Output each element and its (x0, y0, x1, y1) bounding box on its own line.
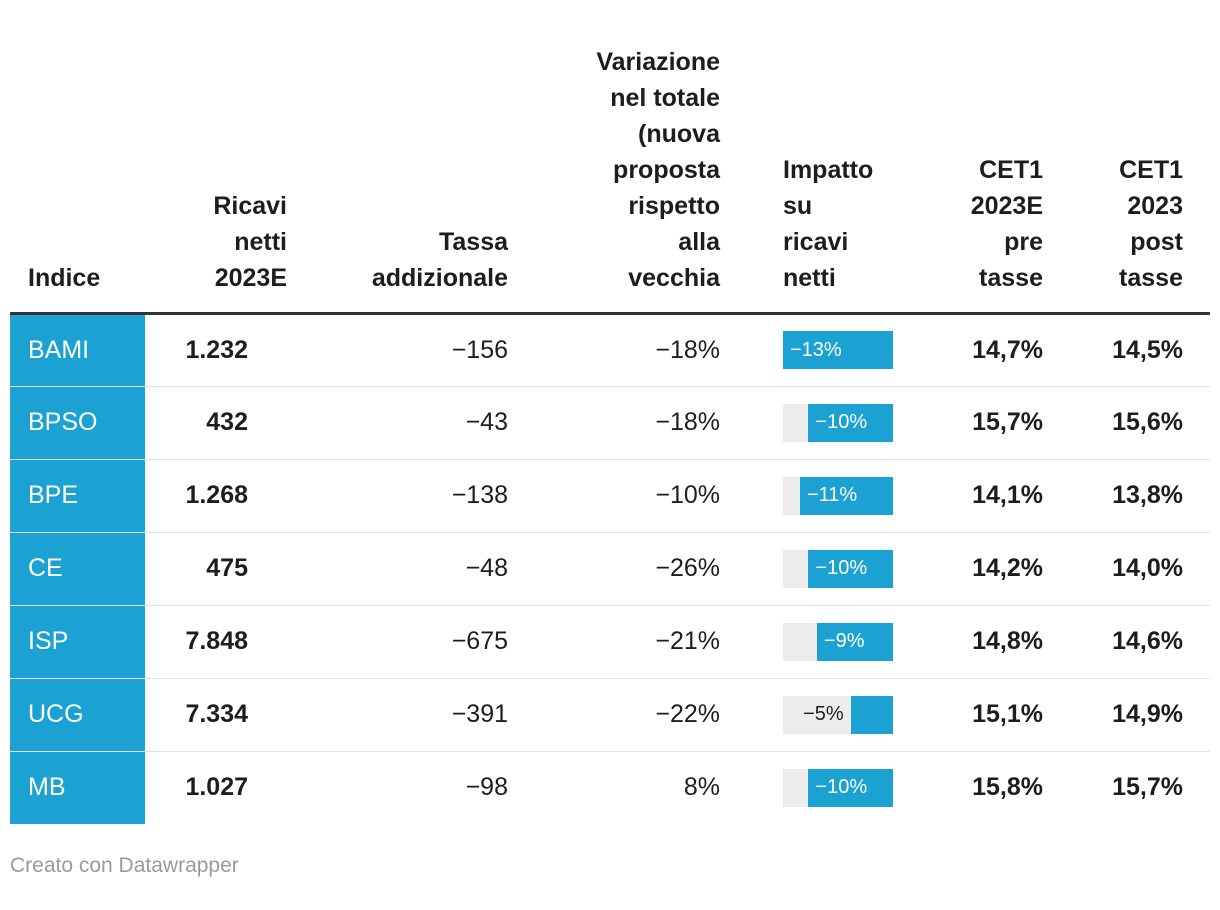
cell-var: −18% (510, 313, 722, 387)
bar-track: −11% (783, 476, 893, 515)
cell-post: 13,8% (1045, 459, 1210, 533)
bar-track: −5% (783, 695, 893, 734)
bar-value-label: −10% (815, 557, 868, 579)
cell-var: −18% (510, 386, 722, 460)
bar-fill (850, 695, 893, 734)
cell-post: 14,9% (1045, 678, 1210, 752)
bar-value-label: −10% (815, 776, 868, 799)
cell-var: −10% (510, 459, 722, 533)
cell-indice: BPSO (10, 386, 145, 460)
cell-pre: 15,8% (972, 773, 1043, 802)
bar-track: −13% (783, 331, 893, 369)
bar-fill: −9% (816, 622, 893, 661)
data-table: Indice Ricavi netti 2023E Tassa addizional… (10, 10, 1210, 824)
cell-tassa: −391 (287, 678, 510, 752)
impact-bar-cell: −11% (722, 459, 900, 533)
bar-fill: −11% (799, 476, 893, 515)
cell-pre: 14,2% (900, 532, 1045, 606)
cell-tassa: −156 (287, 313, 510, 387)
cell-post: 14,5% (1045, 313, 1210, 387)
bar-value-label: −9% (823, 630, 865, 652)
column-header-indice: Indice (10, 10, 145, 315)
datawrapper-credit: Creato con Datawrapper (10, 854, 239, 877)
bar-fill: −10% (808, 403, 893, 442)
table-row: BPE 1.268 −138 −10% −11% 14,1% 13,8% (10, 459, 1210, 533)
cell-pre: 14,8% (900, 605, 1045, 679)
table-row: ISP 7.848 −675 −21% −9% 14,8% 14,6% (10, 605, 1210, 679)
column-header-pre: CET1 2023E pre tasse (900, 10, 1045, 315)
cell-post: 15,6% (1045, 386, 1210, 460)
table-row: CE 475 −48 −26% −10% 14,2% 14,0% (10, 532, 1210, 606)
bar-track: −10% (783, 549, 893, 588)
cell-ricavi: 432 (145, 386, 287, 460)
table-body: BAMI 1.232 −156 −18% −13% 14,7% 14,5% BPSO 432 −4… (10, 313, 1210, 824)
bar-value-label: −5% (803, 703, 844, 725)
cell-pre: 14,7% (900, 313, 1045, 387)
cell-tassa: −98 (465, 773, 508, 802)
table-row: BAMI 1.232 −156 −18% −13% 14,7% 14,5% (10, 313, 1210, 387)
cell-var: −21% (510, 605, 722, 679)
cell-pre: 15,7% (900, 386, 1045, 460)
bar-fill: −10% (808, 549, 893, 588)
cell-indice: UCG (10, 678, 145, 752)
bar-track: −10% (783, 403, 893, 442)
cell-indice: ISP (10, 605, 145, 679)
cell-ricavi: 1.232 (145, 313, 287, 387)
bar-value-label: −10% (815, 411, 868, 433)
cell-indice: BAMI (10, 313, 145, 387)
column-header-bar: Impatto su ricavi netti (722, 10, 900, 315)
cell-ricavi: 7.848 (145, 605, 287, 679)
impact-bar-cell: −5% (722, 678, 900, 752)
impact-bar-cell: −10% (722, 532, 900, 606)
cell-ricavi: 7.334 (145, 678, 287, 752)
impact-bar-cell: −9% (722, 605, 900, 679)
impact-bar-cell: −10% (722, 386, 900, 460)
column-header-tassa: Tassa addizionale (287, 10, 510, 315)
cell-ricavi: 475 (145, 532, 287, 606)
impact-bar-cell: −13% (722, 313, 900, 387)
cell-var: −26% (510, 532, 722, 606)
bar-fill: −13% (783, 331, 893, 369)
cell-var: −22% (510, 678, 722, 752)
bar-track: −10% (783, 768, 893, 807)
cell-var: 8% (683, 773, 720, 802)
cell-post: 14,6% (1045, 605, 1210, 679)
header-row: Indice Ricavi netti 2023E Tassa addizional… (10, 10, 1210, 315)
cell-tassa: −48 (287, 532, 510, 606)
cell-ricavi: 1.027 (185, 773, 248, 802)
cell-post: 15,7% (1112, 773, 1183, 802)
cell-pre: 14,1% (900, 459, 1045, 533)
table-row: UCG 7.334 −391 −22% −5% 15,1% 14,9% (10, 678, 1210, 752)
column-header-var: Variazione nel totale (nuova proposta ri… (510, 10, 722, 315)
impact-bar-cell: −10% (722, 751, 900, 824)
cell-tassa: −675 (287, 605, 510, 679)
cell-indice: BPE (10, 459, 145, 533)
datawrapper-table-page: Indice Ricavi netti 2023E Tassa addizional… (10, 10, 1210, 877)
column-header-post: CET1 2023 post tasse (1045, 10, 1210, 315)
bar-value-label: −13% (790, 338, 842, 361)
cell-indice: CE (10, 532, 145, 606)
cell-post: 14,0% (1045, 532, 1210, 606)
bar-track: −9% (783, 622, 893, 661)
cell-indice: MB (10, 751, 145, 824)
cell-tassa: −43 (287, 386, 510, 460)
table-row: MB 1.027 −98 8% −10% 15,8% 15,7% (10, 751, 1210, 824)
table-row: BPSO 432 −43 −18% −10% 15,7% 15,6% (10, 386, 1210, 460)
bar-fill: −10% (808, 768, 893, 807)
bar-value-label: −11% (806, 484, 858, 506)
cell-tassa: −138 (287, 459, 510, 533)
column-header-ricavi: Ricavi netti 2023E (145, 10, 287, 315)
cell-pre: 15,1% (900, 678, 1045, 752)
table-header: Indice Ricavi netti 2023E Tassa addizional… (10, 10, 1210, 315)
cell-ricavi: 1.268 (145, 459, 287, 533)
